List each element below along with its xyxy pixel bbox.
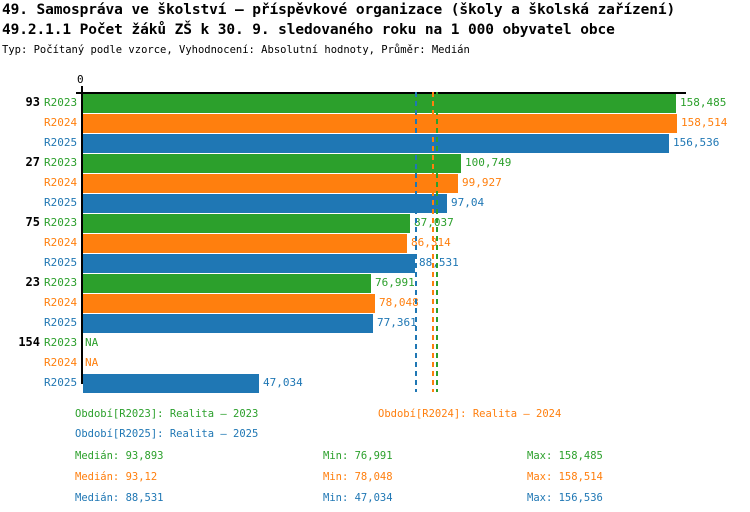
bar-23-r2024[interactable]	[83, 294, 375, 313]
stat-min-r2025: Min: 47,034	[323, 492, 393, 504]
y-axis-line	[81, 86, 83, 384]
chart-subtitle: 49.2.1.1 Počet žáků ZŠ k 30. 9. sledovan…	[2, 22, 615, 38]
bar-154-r2025[interactable]	[83, 374, 259, 393]
bar-value-154-r2024: NA	[85, 356, 99, 369]
bar-value-154-r2023: NA	[85, 336, 99, 349]
median-line-r2024	[432, 92, 434, 392]
bar-value-93-r2024: 158,514	[681, 116, 728, 129]
group-label-93: 93	[25, 95, 40, 109]
group-label-75: 75	[25, 215, 40, 229]
median-line-r2025	[415, 92, 417, 392]
bar-value-154-r2025: 47,034	[263, 376, 303, 389]
stat-max-r2024: Max: 158,514	[527, 471, 603, 483]
x-axis-tick-zero	[76, 92, 82, 94]
bar-value-27-r2023: 100,749	[465, 156, 512, 169]
legend-item-r2024[interactable]: Období[R2024]: Realita – 2024	[378, 408, 562, 420]
group-label-23: 23	[25, 275, 40, 289]
bar-75-r2023[interactable]	[83, 214, 410, 233]
bar-27-r2025[interactable]	[83, 194, 447, 213]
bar-value-75-r2024: 86,314	[411, 236, 451, 249]
page-title: 49. Samospráva ve školství – příspěvkové…	[2, 2, 676, 18]
median-line-r2023	[436, 92, 438, 392]
chart-meta-line: Typ: Počítaný podle vzorce, Vyhodnocení:…	[2, 44, 470, 56]
stat-max-r2023: Max: 158,485	[527, 450, 603, 462]
series-label-75-r2025: R2025	[44, 256, 78, 269]
bar-value-23-r2024: 78,048	[379, 296, 419, 309]
series-label-93-r2025: R2025	[44, 136, 78, 149]
series-label-93-r2024: R2024	[44, 116, 78, 129]
series-label-154-r2025: R2025	[44, 376, 78, 389]
stat-min-r2024: Min: 78,048	[323, 471, 393, 483]
stat-median-r2023: Medián: 93,893	[75, 450, 164, 462]
series-label-27-r2025: R2025	[44, 196, 78, 209]
bar-75-r2024[interactable]	[83, 234, 407, 253]
bar-27-r2023[interactable]	[83, 154, 461, 173]
series-label-75-r2024: R2024	[44, 236, 78, 249]
bar-value-27-r2024: 99,927	[462, 176, 502, 189]
series-label-93-r2023: R2023	[44, 96, 78, 109]
series-label-27-r2024: R2024	[44, 176, 78, 189]
series-label-23-r2025: R2025	[44, 316, 78, 329]
legend-item-r2023[interactable]: Období[R2023]: Realita – 2023	[75, 408, 259, 420]
x-axis-line	[81, 92, 686, 94]
bar-value-23-r2025: 77,361	[377, 316, 417, 329]
series-label-27-r2023: R2023	[44, 156, 78, 169]
bar-23-r2023[interactable]	[83, 274, 371, 293]
bar-93-r2025[interactable]	[83, 134, 669, 153]
bar-value-27-r2025: 97,04	[451, 196, 485, 209]
plot-area: 0 93 R2023 158,485 R2024 158,514 R2025 1…	[18, 73, 728, 393]
bar-23-r2025[interactable]	[83, 314, 373, 333]
bar-value-93-r2023: 158,485	[680, 96, 727, 109]
bar-value-93-r2025: 156,536	[673, 136, 720, 149]
legend-item-r2025[interactable]: Období[R2025]: Realita – 2025	[75, 428, 259, 440]
group-label-27: 27	[25, 155, 40, 169]
bar-value-75-r2025: 88,531	[419, 256, 459, 269]
stat-median-r2024: Medián: 93,12	[75, 471, 158, 483]
series-label-75-r2023: R2023	[44, 216, 78, 229]
x-axis-label-zero: 0	[77, 73, 84, 86]
series-label-154-r2024: R2024	[44, 356, 78, 369]
bar-93-r2023[interactable]	[83, 94, 676, 113]
bar-75-r2025[interactable]	[83, 254, 415, 273]
group-label-154: 154	[18, 335, 40, 349]
series-label-23-r2023: R2023	[44, 276, 78, 289]
stat-min-r2023: Min: 76,991	[323, 450, 393, 462]
bar-93-r2024[interactable]	[83, 114, 677, 133]
bar-value-23-r2023: 76,991	[375, 276, 415, 289]
bar-27-r2024[interactable]	[83, 174, 458, 193]
series-label-23-r2024: R2024	[44, 296, 78, 309]
stat-max-r2025: Max: 156,536	[527, 492, 603, 504]
series-label-154-r2023: R2023	[44, 336, 78, 349]
stat-median-r2025: Medián: 88,531	[75, 492, 164, 504]
